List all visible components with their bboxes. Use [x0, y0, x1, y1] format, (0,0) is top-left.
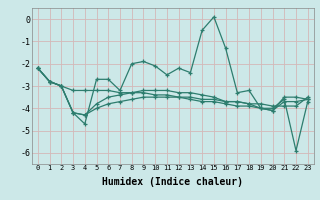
X-axis label: Humidex (Indice chaleur): Humidex (Indice chaleur)	[102, 177, 243, 187]
